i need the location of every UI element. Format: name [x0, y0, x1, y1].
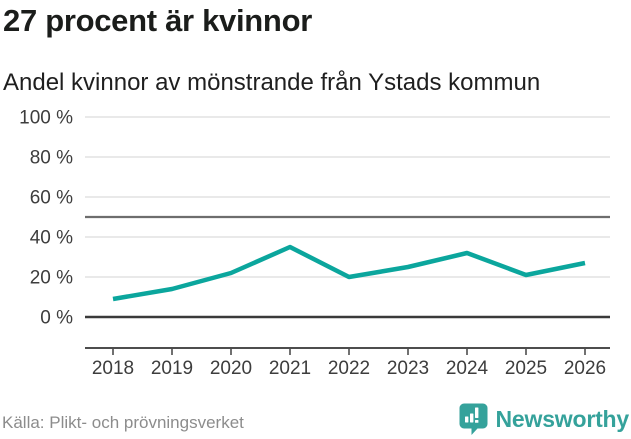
- x-axis-tick-label: 2025: [505, 358, 547, 379]
- x-axis-tick-label: 2023: [387, 358, 429, 379]
- x-axis-tick-label: 2024: [446, 358, 489, 379]
- y-axis-tick-label: 40 %: [30, 228, 73, 249]
- x-axis-tick-label: 2026: [564, 358, 606, 379]
- x-axis-tick-label: 2018: [92, 358, 134, 379]
- y-axis-tick-label: 20 %: [30, 268, 73, 289]
- line-chart: 0 % 20 % 40 % 60 % 80 % 100 % 2018 2019 2020 2021…: [19, 108, 610, 379]
- source-note: Källa: Plikt- och prövningsverket: [2, 413, 244, 432]
- x-axis-tick-label: 2020: [210, 358, 252, 379]
- y-axis-tick-label: 80 %: [30, 148, 73, 169]
- x-axis-tick-label: 2022: [328, 358, 370, 379]
- y-axis-tick-label: 60 %: [30, 188, 73, 209]
- x-axis-tick-label: 2021: [269, 358, 311, 379]
- chart-title: 27 procent är kvinnor: [3, 3, 312, 38]
- newsworthy-badge-icon: [458, 402, 489, 436]
- newsworthy-wordmark: Newsworthy: [495, 406, 630, 432]
- x-axis-tick-label: 2019: [151, 358, 193, 379]
- chart-subtitle: Andel kvinnor av mönstrande från Ystads …: [3, 69, 541, 96]
- data-series-line: [112, 244, 586, 302]
- y-axis-tick-label: 0 %: [40, 308, 73, 329]
- newsworthy-logo[interactable]: Newsworthy: [458, 402, 629, 436]
- y-axis-tick-label: 100 %: [19, 108, 73, 129]
